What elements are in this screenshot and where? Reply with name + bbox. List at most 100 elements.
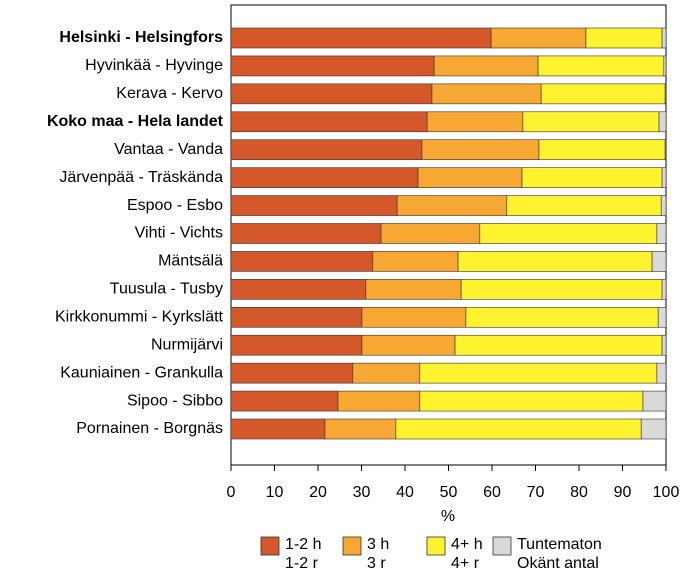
bar-segment — [230, 362, 354, 384]
y-tick-label: Hyvinkää - Hyvinge — [85, 57, 223, 74]
x-tick-label: 50 — [440, 484, 458, 501]
bar-segment — [230, 334, 363, 356]
bar-segment — [380, 223, 481, 244]
y-tick-label: Helsinki - Helsingfors — [59, 29, 223, 46]
bar-segment — [521, 167, 663, 188]
bar-segment — [396, 195, 508, 216]
x-tick-label: 30 — [353, 484, 371, 501]
bar-segment — [490, 27, 587, 49]
bar-segment — [419, 390, 644, 412]
y-tick-label: Vantaa - Vanda — [114, 141, 223, 158]
bar-segment — [506, 195, 662, 216]
x-tick-label: 60 — [483, 484, 501, 501]
bar-segment — [230, 279, 367, 300]
x-tick-label: 20 — [309, 484, 327, 501]
y-tick-label: Kerava - Kervo — [116, 85, 223, 102]
x-tick-label: 40 — [396, 484, 414, 501]
x-tick-label: 80 — [570, 484, 588, 501]
bar-segment — [454, 334, 663, 356]
bar-segment — [538, 139, 666, 161]
legend-label: 3 h — [367, 536, 389, 553]
y-tick-label: Pornainen - Borgnäs — [76, 420, 223, 437]
bar-segment — [372, 251, 459, 272]
bar-segment — [230, 83, 433, 105]
bar-segment — [540, 83, 666, 105]
y-tick-label: Kauniainen - Grankulla — [60, 364, 223, 381]
bar-segment — [656, 362, 667, 384]
x-tick-label: 90 — [614, 484, 632, 501]
bar-segment — [657, 306, 667, 328]
x-tick-label: 100 — [653, 484, 680, 501]
bar-segment — [640, 418, 667, 440]
legend-swatch — [492, 536, 512, 556]
bar-segment — [585, 27, 663, 49]
bar-segment — [664, 139, 667, 161]
bar-segment — [230, 139, 423, 161]
x-tick-label: 70 — [527, 484, 545, 501]
x-tick-label: 0 — [227, 484, 236, 501]
legend-swatch — [426, 536, 446, 556]
legend-swatch — [260, 536, 280, 556]
x-axis-label: % — [441, 508, 455, 525]
bar-segment — [421, 139, 540, 161]
y-tick-label: Vihti - Vichts — [135, 225, 223, 242]
legend-swatch — [342, 536, 362, 556]
bar-segment — [537, 55, 665, 77]
bar-segment — [431, 83, 542, 105]
bar-segment — [230, 223, 382, 244]
bar-segment — [361, 334, 456, 356]
bar-segment — [230, 111, 428, 133]
bar-segment — [651, 251, 667, 272]
bar-segment — [661, 167, 667, 188]
y-tick-label: Tuusula - Tusby — [110, 281, 223, 298]
y-tick-label: Mäntsälä — [158, 253, 223, 270]
legend-label: 4+ h — [451, 536, 483, 553]
legend-label: 4+ r — [451, 555, 480, 572]
bar-segment — [230, 55, 435, 77]
bar-segment — [230, 167, 419, 188]
x-tick-label: 10 — [266, 484, 284, 501]
legend-label: 3 r — [367, 555, 386, 572]
y-tick-label: Espoo - Esbo — [127, 197, 223, 214]
legend-label: Tuntematon — [517, 536, 602, 553]
bar-segment — [230, 418, 326, 440]
bar-segment — [395, 418, 642, 440]
y-tick-label: Järvenpää - Träskända — [59, 169, 223, 186]
y-tick-label: Koko maa - Hela landet — [47, 113, 224, 130]
bar-segment — [660, 195, 667, 216]
bar-segment — [230, 390, 339, 412]
bar-segment — [663, 55, 667, 77]
bar-segment — [642, 390, 667, 412]
bar-segment — [419, 362, 658, 384]
legend-label: 1-2 r — [285, 555, 319, 572]
bar-segment — [664, 83, 667, 105]
bar-segment — [661, 334, 667, 356]
bar-segment — [337, 390, 421, 412]
bar-segment — [426, 111, 524, 133]
bar-segment — [230, 306, 363, 328]
bar-segment — [522, 111, 660, 133]
bar-segment — [661, 27, 667, 49]
bar-segment — [230, 27, 492, 49]
bar-segment — [433, 55, 539, 77]
bar-segment — [324, 418, 397, 440]
bar-segment — [365, 279, 462, 300]
bar-segment — [457, 251, 653, 272]
bar-segment — [656, 223, 667, 244]
bar-segment — [230, 195, 398, 216]
bar-segment — [479, 223, 658, 244]
y-tick-label: Sipoo - Sibbo — [127, 392, 223, 409]
bar-segment — [661, 279, 667, 300]
y-tick-label: Nurmijärvi — [151, 336, 223, 353]
y-tick-label: Kirkkonummi - Kyrkslätt — [55, 309, 224, 326]
bar-segment — [460, 279, 663, 300]
bar-segment — [417, 167, 523, 188]
legend-label: 1-2 h — [285, 536, 321, 553]
bar-segment — [658, 111, 667, 133]
bar-segment — [352, 362, 421, 384]
bar-segment — [230, 251, 374, 272]
bar-segment — [465, 306, 659, 328]
bar-segment — [361, 306, 467, 328]
